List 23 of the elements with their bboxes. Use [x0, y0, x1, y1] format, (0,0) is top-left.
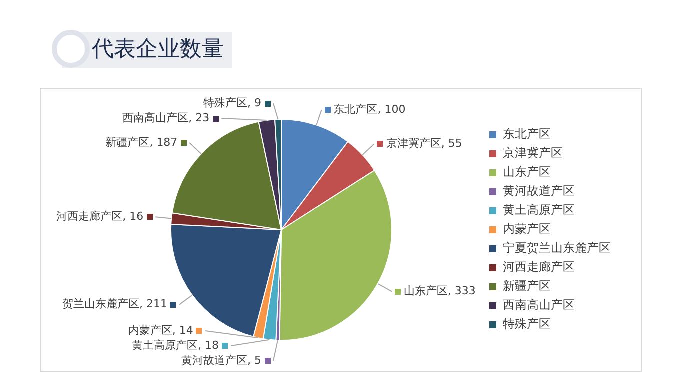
data-label: 新疆产区, 187 [106, 136, 178, 149]
data-label: 东北产区, 100 [334, 102, 406, 116]
legend-label: 新疆产区 [503, 279, 551, 294]
data-label: 山东产区, 333 [404, 284, 476, 298]
legend-label: 宁夏贺兰山东麓产区 [503, 241, 611, 256]
data-label: 黄土高原产区, 18 [132, 338, 220, 352]
data-label: 内蒙产区, 14 [128, 324, 194, 337]
legend-label: 东北产区 [503, 127, 551, 142]
data-label: 京津冀产区, 55 [386, 137, 462, 150]
data-label: 贺兰山东麓产区, 211 [62, 298, 168, 311]
legend-label: 内蒙产区 [503, 222, 551, 236]
legend-label: 黄土高原产区 [503, 203, 575, 218]
legend-label: 西南高山产区 [503, 298, 575, 312]
data-label: 特殊产区, 9 [204, 96, 262, 110]
data-label: 河西走廊产区, 16 [56, 210, 144, 223]
legend-label: 特殊产区 [503, 317, 551, 332]
legend-label: 河西走廊产区 [503, 260, 575, 274]
data-label: 西南高山产区, 23 [122, 111, 210, 124]
chart-title: 代表企业数量 [92, 36, 224, 64]
legend-label: 山东产区 [503, 165, 551, 180]
data-label: 黄河故道产区, 5 [182, 354, 262, 367]
legend-label: 京津冀产区 [503, 146, 563, 160]
legend-label: 黄河故道产区 [503, 184, 575, 198]
